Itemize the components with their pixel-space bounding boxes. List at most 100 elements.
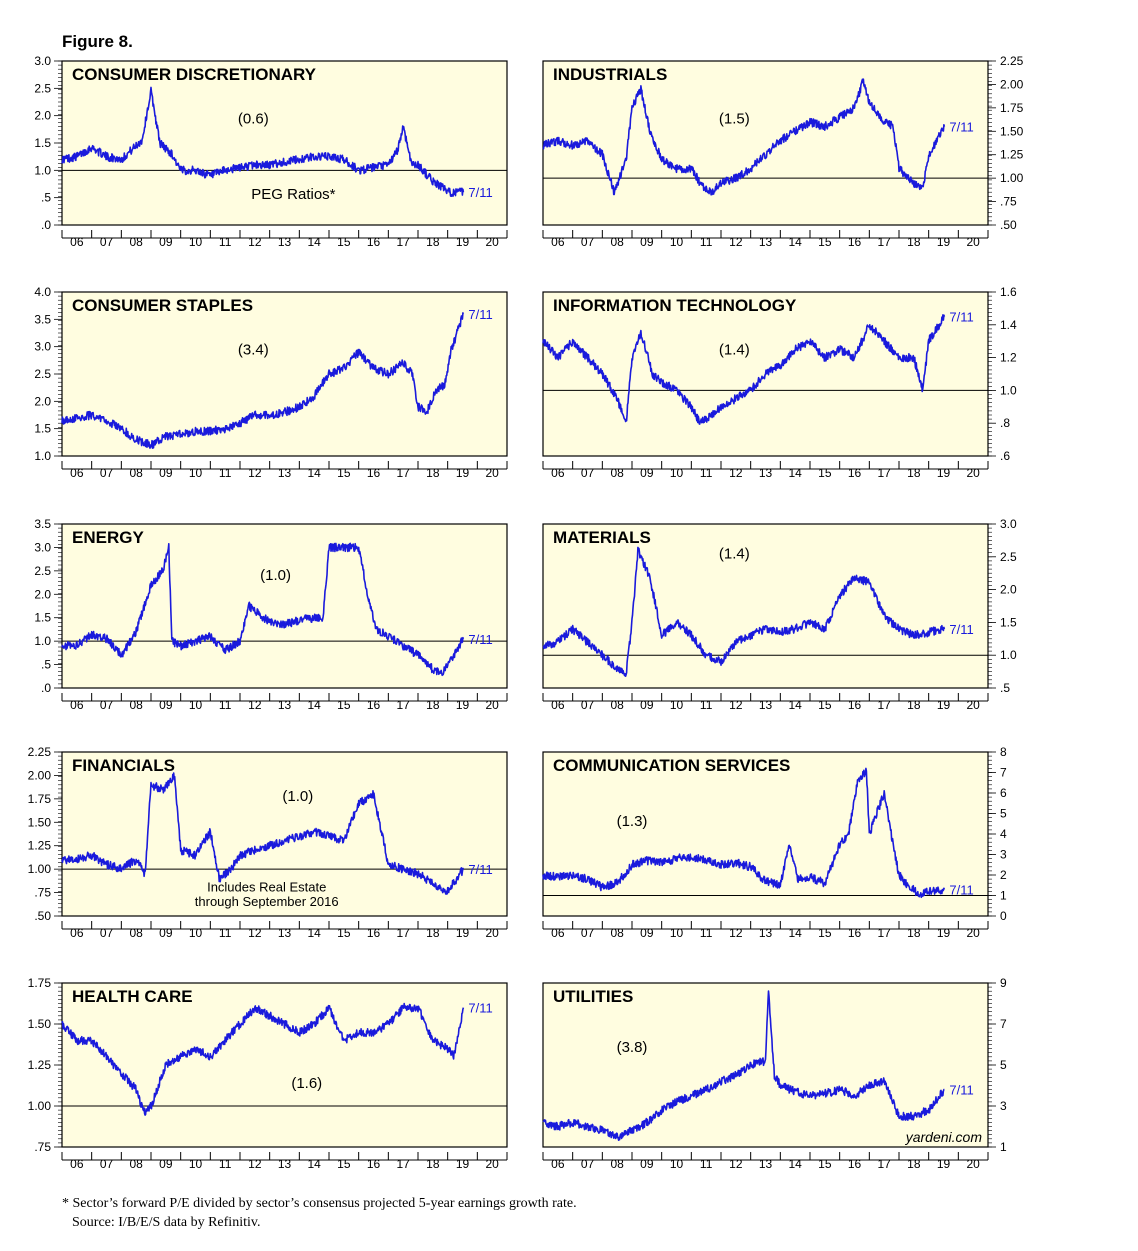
x-tick-label: 20 (485, 698, 499, 712)
plot-area (543, 524, 988, 688)
x-tick-label: 15 (337, 235, 351, 249)
x-tick-label: 15 (337, 698, 351, 712)
y-tick-label: .75 (1000, 195, 1017, 209)
x-tick-label: 07 (581, 926, 595, 940)
x-tick-label: 18 (907, 698, 921, 712)
x-tick-label: 19 (937, 466, 951, 480)
annotation: (1.0) (260, 567, 291, 584)
x-tick-label: 19 (937, 698, 951, 712)
x-tick-label: 10 (670, 466, 684, 480)
x-tick-label: 13 (759, 698, 773, 712)
x-tick-label: 20 (966, 466, 980, 480)
y-tick-label: 3.5 (34, 517, 51, 531)
x-tick-label: 18 (426, 1157, 440, 1171)
x-tick-label: 06 (70, 698, 84, 712)
x-tick-label: 06 (551, 235, 565, 249)
x-tick-label: 16 (848, 1157, 862, 1171)
x-tick-label: 15 (818, 1157, 832, 1171)
y-tick-label: .0 (41, 218, 51, 232)
chart-title: FINANCIALS (72, 756, 175, 775)
plot-frame (61, 60, 508, 226)
x-tick-label: 11 (700, 698, 713, 712)
y-tick-label: 1.75 (28, 792, 52, 806)
y-tick-label: 0 (1000, 909, 1007, 923)
y-tick-label: 1.0 (34, 634, 51, 648)
x-tick-label: 09 (640, 1157, 654, 1171)
x-tick-label: 12 (729, 235, 743, 249)
x-tick-label: 08 (610, 466, 624, 480)
x-tick-label: 17 (396, 1157, 410, 1171)
y-tick-label: 1 (1000, 1140, 1007, 1154)
plot-area (62, 983, 507, 1147)
plot-frame (542, 982, 989, 1148)
y-tick-label: 5 (1000, 1058, 1007, 1072)
x-tick-label: 08 (129, 926, 143, 940)
y-tick-label: 3.0 (34, 54, 51, 68)
y-tick-label: 3 (1000, 1099, 1007, 1113)
y-tick-label: 2.00 (1000, 77, 1024, 91)
series-line (61, 542, 465, 677)
x-tick-label: 13 (759, 466, 773, 480)
x-tick-label: 17 (877, 466, 891, 480)
y-tick-label: 1.5 (34, 611, 51, 625)
y-tick-label: 4.0 (34, 285, 51, 299)
x-tick-label: 07 (100, 698, 114, 712)
x-tick-label: 17 (396, 698, 410, 712)
x-tick-label: 17 (396, 926, 410, 940)
x-tick-label: 15 (818, 235, 832, 249)
y-tick-label: .5 (41, 191, 51, 205)
y-tick-label: 2.0 (34, 394, 51, 408)
annotation: (1.4) (719, 341, 750, 358)
plot-area (62, 524, 507, 688)
x-tick-label: 18 (907, 466, 921, 480)
x-tick-label: 13 (278, 1157, 292, 1171)
y-tick-label: 1.5 (1000, 615, 1017, 629)
annotation: 7/11 (468, 1001, 492, 1016)
chart-panel: .50 .75 1.00 1.25 1.50 1.75 2.00 2.25 06 07 08 09 10… (542, 54, 1024, 249)
chart-title: ENERGY (72, 528, 144, 547)
annotation: 7/11 (949, 310, 973, 325)
x-tick-label: 15 (818, 926, 832, 940)
series-line (61, 772, 465, 895)
x-tick-label: 12 (729, 926, 743, 940)
x-tick-label: 16 (367, 1157, 381, 1171)
plot-frame (542, 291, 989, 457)
annotation: (1.6) (291, 1075, 322, 1092)
x-tick-label: 11 (219, 235, 232, 249)
x-tick-label: 19 (456, 926, 470, 940)
x-tick-label: 11 (700, 466, 713, 480)
annotation: (0.6) (238, 110, 269, 127)
y-tick-label: 1 (1000, 889, 1007, 903)
y-tick-label: 2.5 (34, 81, 51, 95)
x-tick-label: 18 (907, 1157, 921, 1171)
y-tick-label: 2.5 (34, 367, 51, 381)
x-tick-label: 10 (189, 466, 203, 480)
x-tick-label: 08 (610, 698, 624, 712)
x-tick-label: 08 (610, 1157, 624, 1171)
x-tick-label: 09 (640, 466, 654, 480)
chart-panel: .0 .5 1.0 1.5 2.0 2.5 3.0 3.5 06 07 08 09 10 11 12 13 14… (34, 517, 508, 712)
y-tick-label: 1.00 (1000, 171, 1024, 185)
annotation: 7/11 (949, 622, 973, 637)
x-tick-label: 13 (759, 1157, 773, 1171)
annotation: (1.5) (719, 110, 750, 127)
chart-panel: .5 1.0 1.5 2.0 2.5 3.0 06 07 08 09 10 11 12 13 14 15 16 1… (542, 517, 1017, 712)
x-tick-label: 12 (248, 698, 262, 712)
y-tick-label: 2.5 (34, 564, 51, 578)
series-line (542, 767, 946, 899)
y-tick-label: 1.6 (1000, 285, 1017, 299)
series-line (61, 86, 465, 197)
x-tick-label: 06 (551, 466, 565, 480)
x-tick-label: 20 (485, 1157, 499, 1171)
y-tick-label: 1.00 (28, 1099, 52, 1113)
y-tick-label: 2.00 (28, 768, 52, 782)
chart-title: CONSUMER STAPLES (72, 296, 253, 315)
annotation: (3.8) (617, 1039, 648, 1056)
x-tick-label: 08 (129, 1157, 143, 1171)
y-tick-label: 2 (1000, 868, 1007, 882)
x-tick-label: 11 (219, 926, 232, 940)
x-tick-label: 15 (337, 926, 351, 940)
y-tick-label: .5 (41, 658, 51, 672)
x-tick-label: 15 (337, 1157, 351, 1171)
x-tick-label: 06 (551, 1157, 565, 1171)
